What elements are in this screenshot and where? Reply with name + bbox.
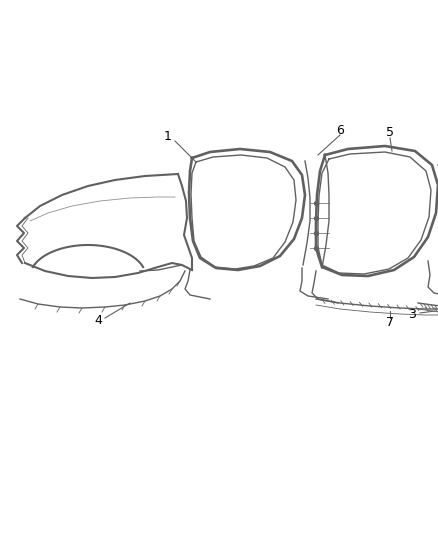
Text: 7: 7 [386,317,394,329]
Text: 4: 4 [94,314,102,327]
Text: 3: 3 [408,309,416,321]
Text: 1: 1 [164,131,172,143]
Text: 6: 6 [336,124,344,136]
Text: 5: 5 [386,126,394,140]
